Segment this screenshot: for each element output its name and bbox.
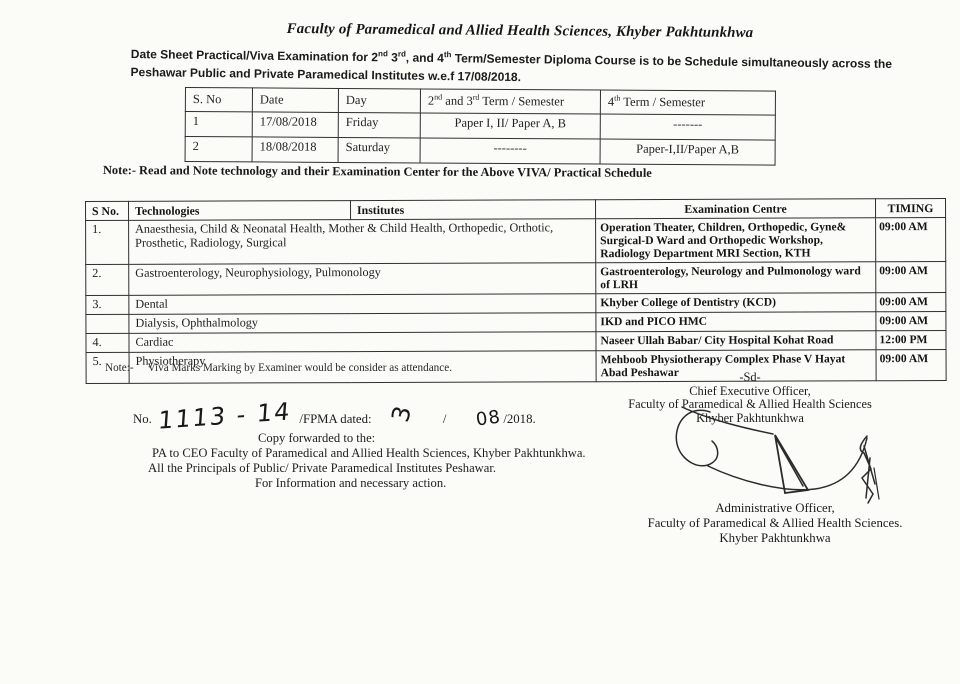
cell-timing: 12:00 PM (875, 330, 947, 350)
header-technologies: Technologies (128, 200, 351, 221)
header-term23: 2nd and 3rd Term / Semester (420, 88, 601, 115)
table-row: 1. Anaesthesia, Child & Neonatal Health,… (85, 217, 946, 265)
header-date: Date (252, 87, 339, 113)
admin-province: Khyber Pakhtunkhwa (719, 531, 831, 545)
cell-centre: Operation Theater, Children, Orthopedic,… (595, 217, 876, 263)
signature (675, 406, 880, 504)
header-term4-text: Term / Semester (620, 95, 706, 110)
header-timing: TIMING (875, 198, 946, 218)
copy-item: PA to CEO Faculty of Paramedical and All… (152, 446, 586, 460)
cell-timing: 09:00 AM (875, 261, 946, 293)
cell-date: 17/08/2018 (252, 111, 339, 138)
cell-day: Saturday (338, 137, 421, 163)
copy-item: All the Principals of Public/ Private Pa… (148, 461, 497, 475)
document-subtitle: Date Sheet Practical/Viva Examination fo… (130, 42, 902, 91)
admin-faculty: Faculty of Paramedical & Allied Health S… (647, 516, 903, 530)
table-row: 2. Gastroenterology, Neurophysiology, Pu… (85, 261, 946, 296)
cell-technologies: Anaesthesia, Child & Neonatal Health, Mo… (128, 218, 596, 265)
ceo-faculty: Faculty of Paramedical & Allied Health S… (628, 397, 872, 411)
header-term4: 4th Term / Semester (600, 90, 776, 116)
cell-technologies: Dental (128, 293, 596, 315)
schedule-header-row: S. No Date Day 2nd and 3rd Term / Semest… (185, 87, 776, 116)
reference-number-line: No. 1113 - 14 /FPMA dated: 3 / 08 /2018. (133, 397, 536, 435)
cell-date: 18/08/2018 (252, 136, 339, 163)
exam-table: S No. Technologies Institutes Examinatio… (85, 198, 947, 384)
note-label: Note:- (105, 362, 134, 374)
cell-technologies: Gastroenterology, Neurophysiology, Pulmo… (128, 262, 596, 296)
date-slash: / (442, 412, 447, 426)
header-term23-text: Term / Semester (479, 94, 565, 109)
cell-timing: 09:00 AM (875, 217, 946, 262)
handwritten-number: 1113 - 14 (157, 397, 293, 435)
no-label: No. (133, 412, 152, 426)
admin-block: Administrative Officer, Faculty of Param… (605, 501, 945, 546)
sd-block: -Sd- Chief Executive Officer, Faculty of… (590, 370, 910, 425)
cell-term23: Paper I, II/ Paper A, B (420, 112, 601, 140)
note-primary: Note:- Read and Note technology and thei… (102, 163, 652, 180)
header-institutes: Institutes (350, 199, 596, 220)
header-day: Day (338, 88, 421, 113)
cell-sno: 4. (85, 333, 130, 353)
cell-centre: Khyber College of Dentistry (KCD) (595, 292, 876, 313)
fpma-dated-label: /FPMA dated: (299, 412, 372, 426)
schedule-table: S. No Date Day 2nd and 3rd Term / Semest… (185, 87, 776, 166)
header-sno: S No. (85, 201, 129, 221)
cell-centre: Gastroenterology, Neurology and Pulmonol… (595, 261, 876, 294)
cell-timing: 09:00 AM (875, 311, 946, 331)
handwritten-day: 3 (385, 402, 417, 426)
cell-sno (85, 314, 129, 334)
subtitle-text: , and 4 (405, 50, 444, 66)
admin-title: Administrative Officer, (715, 501, 835, 515)
cell-sno: 1 (185, 111, 253, 137)
note-secondary: Note:- Viva Marks Marking by Examiner wou… (105, 362, 452, 374)
cell-sno: 1. (85, 220, 129, 265)
handwritten-month: 08 (475, 406, 503, 431)
table-row: 1 17/08/2018 Friday Paper I, II/ Paper A… (185, 111, 776, 141)
document-title: Faculty of Paramedical and Allied Health… (286, 20, 754, 42)
year-label: /2018. (503, 412, 536, 426)
cell-centre: Naseer Ullah Babar/ City Hospital Kohat … (595, 330, 877, 351)
cell-term4: Paper-I,II/Paper A,B (600, 139, 776, 166)
subtitle-text: 3 (387, 50, 398, 65)
subtitle-superscript: th (443, 50, 452, 60)
note-text: Viva Marks Marking by Examiner would be … (147, 362, 452, 374)
subtitle-text: Date Sheet Practical/Viva Examination fo… (130, 46, 379, 65)
ceo-province: Khyber Pakhtunkhwa (696, 410, 804, 425)
cell-sno: 3. (85, 295, 129, 315)
subtitle-superscript: rd (397, 49, 406, 59)
sd-label: -Sd- (739, 370, 761, 384)
subtitle-superscript: nd (378, 49, 388, 59)
cell-term23: -------- (420, 137, 601, 165)
cell-sno: 2 (185, 136, 253, 162)
header-sno: S. No (185, 87, 253, 112)
cell-technologies: Dialysis, Ophthalmology (128, 312, 596, 334)
cell-day: Friday (338, 112, 421, 138)
header-centre: Examination Centre (595, 198, 876, 219)
table-row: 2 18/08/2018 Saturday -------- Paper-I,I… (185, 136, 776, 166)
copy-heading: Copy forwarded to the: (258, 431, 376, 445)
cell-timing: 09:00 AM (875, 292, 946, 312)
cell-centre: IKD and PICO HMC (595, 311, 876, 332)
header-term23-text: and 3 (442, 94, 473, 109)
copy-item: For Information and necessary action. (255, 476, 447, 490)
cell-term4: ------- (600, 114, 776, 141)
ceo-title: Chief Executive Officer, (689, 383, 811, 398)
cell-sno: 2. (85, 264, 129, 296)
cell-technologies: Cardiac (128, 331, 597, 353)
